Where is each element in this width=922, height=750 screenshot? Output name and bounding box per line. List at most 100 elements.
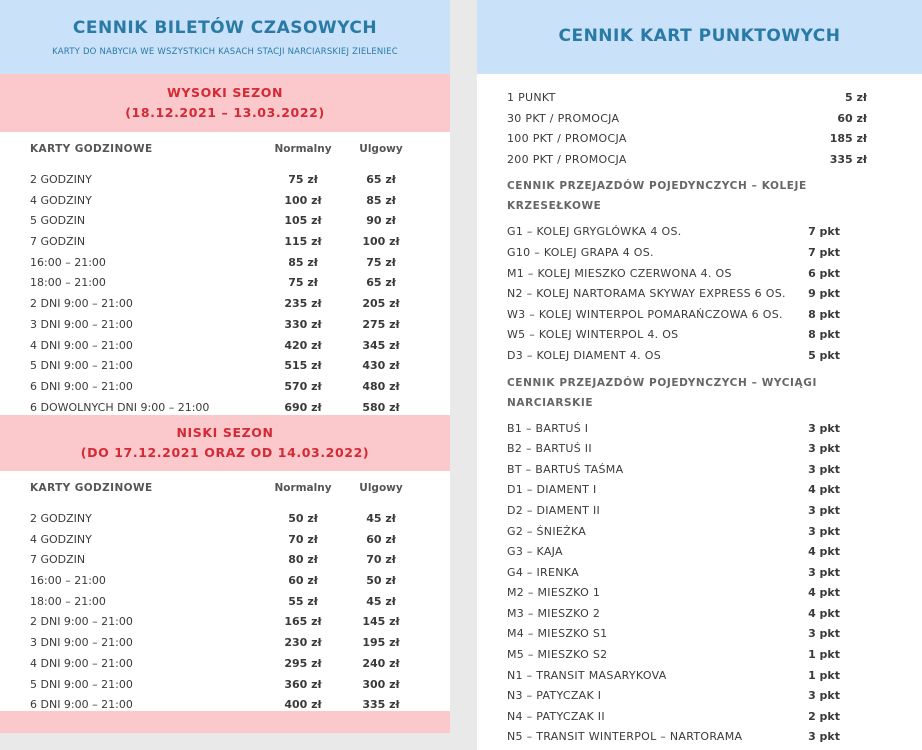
low-season-table: KARTY GODZINOWE Normalny Ulgowy 2 GODZIN…	[0, 471, 450, 716]
lift-points: 3 pkt	[808, 442, 840, 456]
column-header-normal: Normalny	[274, 482, 332, 494]
normal-price: 80 zł	[288, 553, 318, 567]
lift-points: 3 pkt	[808, 462, 840, 476]
list-item: D2 – DIAMENT II 3 pkt	[477, 501, 922, 522]
table-row: 4 DNI 9:00 – 21:00 295 zł 240 zł	[0, 654, 450, 675]
reduced-price: 195 zł	[362, 636, 400, 650]
time-tickets-subtitle: KARTY DO NABYCIA WE WSZYSTKICH KASACH ST…	[52, 47, 398, 57]
reduced-price: 335 zł	[362, 698, 400, 712]
table-row: 5 DNI 9:00 – 21:00 515 zł 430 zł	[0, 356, 450, 377]
normal-price: 75 zł	[288, 276, 318, 290]
ticket-name: 18:00 – 21:00	[30, 594, 106, 608]
low-season-dates: (DO 17.12.2021 ORAZ OD 14.03.2022)	[80, 445, 370, 460]
ticket-name: 4 GODZINY	[30, 532, 92, 546]
ticket-name: 5 GODZIN	[30, 214, 86, 228]
list-item: 1 PUNKT 5 zł	[477, 88, 922, 109]
reduced-price: 65 zł	[366, 173, 396, 186]
lift-name: D2 – DIAMENT II	[507, 503, 601, 517]
ticket-name: 16:00 – 21:00	[30, 255, 106, 269]
package-price: 5 zł	[845, 91, 867, 104]
reduced-price: 580 zł	[362, 400, 400, 414]
normal-price: 85 zł	[288, 255, 318, 269]
list-item: M5 – MIESZKO S2 1 pkt	[477, 645, 922, 666]
ticket-name: 5 DNI 9:00 – 21:00	[30, 359, 133, 373]
lift-points: 6 pkt	[808, 266, 840, 280]
table-row: 5 DNI 9:00 – 21:00 360 zł 300 zł	[0, 675, 450, 696]
list-item: N1 – TRANSIT MASARYKOVA 1 pkt	[477, 666, 922, 687]
package-name: 30 PKT / PROMOCJA	[507, 111, 620, 125]
lift-points: 9 pkt	[808, 287, 840, 301]
lift-points: 3 pkt	[808, 524, 840, 538]
table-row: 5 GODZIN 105 zł 90 zł	[0, 211, 450, 232]
column-header-normal: Normalny	[274, 143, 332, 155]
normal-price: 690 zł	[284, 400, 322, 414]
lift-points: 3 pkt	[808, 565, 840, 579]
list-item: BT – BARTUŚ TAŚMA 3 pkt	[477, 460, 922, 481]
normal-price: 50 zł	[288, 512, 318, 525]
column-header-tickets: KARTY GODZINOWE	[30, 143, 153, 155]
normal-price: 165 zł	[284, 615, 322, 629]
table-row: 3 DNI 9:00 – 21:00 330 zł 275 zł	[0, 315, 450, 336]
reduced-price: 85 zł	[366, 193, 396, 207]
ticket-name: 3 DNI 9:00 – 21:00	[30, 317, 133, 331]
lift-name: G4 – IRENKA	[507, 565, 579, 579]
list-item: N2 – KOLEJ NARTORAMA SKYWAY EXPRESS 6 OS…	[477, 284, 922, 305]
reduced-price: 90 zł	[366, 214, 396, 228]
high-season-dates: (18.12.2021 – 13.03.2022)	[125, 105, 325, 120]
package-price: 185 zł	[829, 132, 867, 146]
lift-points: 3 pkt	[808, 627, 840, 641]
reduced-price: 430 zł	[362, 359, 400, 373]
lift-name: N1 – TRANSIT MASARYKOVA	[507, 668, 667, 682]
list-item: W5 – KOLEJ WINTERPOL 4. OS 8 pkt	[477, 325, 922, 346]
list-item: M1 – KOLEJ MIESZKO CZERWONA 4. OS 6 pkt	[477, 264, 922, 285]
normal-price: 400 zł	[284, 698, 322, 712]
table-row: 16:00 – 21:00 85 zł 75 zł	[0, 253, 450, 274]
lift-points: 1 pkt	[808, 668, 840, 682]
table-row: 7 GODZIN 115 zł 100 zł	[0, 232, 450, 253]
lift-name: N4 – PATYCZAK II	[507, 709, 605, 723]
list-item: 100 PKT / PROMOCJA 185 zł	[477, 129, 922, 150]
reduced-price: 275 zł	[362, 317, 400, 331]
point-cards-header: CENNIK KART PUNKTOWYCH	[477, 0, 922, 74]
bottom-pink-strip	[0, 711, 450, 733]
lift-name: G1 – KOLEJ GRYGLÓWKA 4 OS.	[507, 225, 682, 239]
ticket-name: 6 DOWOLNYCH DNI 9:00 – 21:00	[30, 400, 210, 414]
package-name: 200 PKT / PROMOCJA	[507, 152, 627, 166]
list-item: G2 – ŚNIEŻKA 3 pkt	[477, 522, 922, 543]
point-cards-panel: CENNIK KART PUNKTOWYCH 1 PUNKT 5 zł 30 PKT…	[477, 0, 922, 750]
column-header-tickets: KARTY GODZINOWE	[30, 482, 153, 494]
lift-name: N2 – KOLEJ NARTORAMA SKYWAY EXPRESS 6 OS…	[507, 287, 786, 301]
ticket-name: 5 DNI 9:00 – 21:00	[30, 677, 133, 691]
lift-name: G2 – ŚNIEŻKA	[507, 524, 587, 538]
table-row: 2 DNI 9:00 – 21:00 165 zł 145 zł	[0, 612, 450, 633]
list-item: D1 – DIAMENT I 4 pkt	[477, 480, 922, 501]
ticket-name: 4 DNI 9:00 – 21:00	[30, 338, 133, 352]
lift-name: M4 – MIESZKO S1	[507, 627, 608, 641]
table-row: 18:00 – 21:00 55 zł 45 zł	[0, 592, 450, 613]
time-tickets-panel: CENNIK BILETÓW CZASOWYCH KARTY DO NABYCI…	[0, 0, 450, 733]
lift-name: N3 – PATYCZAK I	[507, 689, 602, 703]
table-row: 2 DNI 9:00 – 21:00 235 zł 205 zł	[0, 294, 450, 315]
lift-points: 1 pkt	[808, 648, 840, 662]
normal-price: 570 zł	[284, 379, 322, 393]
table-row: 18:00 – 21:00 75 zł 65 zł	[0, 273, 450, 294]
table-row: 4 GODZINY 100 zł 85 zł	[0, 191, 450, 212]
reduced-price: 240 zł	[362, 656, 400, 670]
lift-points: 4 pkt	[808, 545, 840, 559]
list-item: M2 – MIESZKO 1 4 pkt	[477, 583, 922, 604]
reduced-price: 60 zł	[366, 532, 396, 546]
list-item: 30 PKT / PROMOCJA 60 zł	[477, 109, 922, 130]
reduced-price: 345 zł	[362, 338, 400, 352]
lift-name: M2 – MIESZKO 1	[507, 586, 601, 600]
reduced-price: 70 zł	[366, 553, 396, 567]
time-tickets-header: CENNIK BILETÓW CZASOWYCH KARTY DO NABYCI…	[0, 0, 450, 74]
package-name: 100 PKT / PROMOCJA	[507, 132, 627, 146]
reduced-price: 45 zł	[366, 512, 396, 525]
ticket-name: 6 DNI 9:00 – 21:00	[30, 698, 133, 712]
chairlifts-list: G1 – KOLEJ GRYGLÓWKA 4 OS. 7 pkt G10 – KOL…	[477, 222, 922, 366]
low-season-label: NISKI SEZON	[176, 425, 274, 440]
reduced-price: 100 zł	[362, 235, 400, 249]
reduced-price: 145 zł	[362, 615, 400, 629]
lift-points: 4 pkt	[808, 606, 840, 620]
